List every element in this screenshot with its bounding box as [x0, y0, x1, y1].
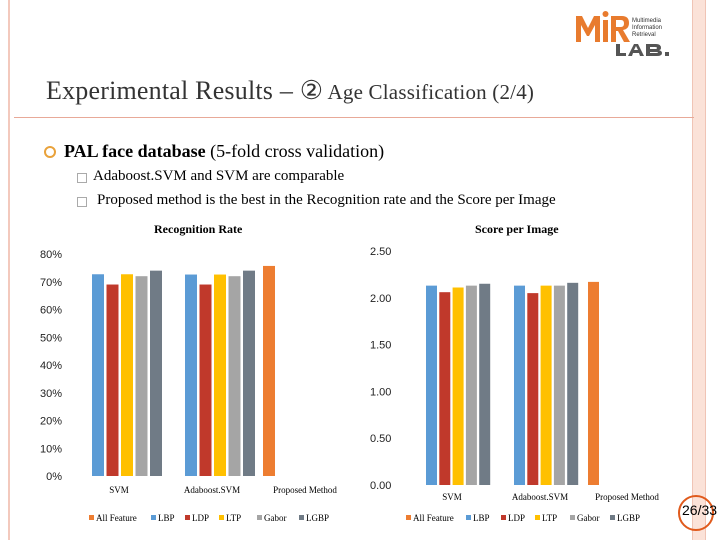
y-tick-label: 40% — [40, 360, 62, 372]
legend-swatch — [501, 515, 506, 520]
legend-swatch — [610, 515, 615, 520]
legend-swatch — [89, 515, 94, 520]
slide-frame-left — [8, 0, 10, 540]
legend-entry: LDP — [192, 513, 209, 523]
chart-title-recognition: Recognition Rate — [154, 222, 243, 236]
y-tick-label: 70% — [40, 277, 62, 289]
y-tick-label: 1.00 — [370, 386, 391, 398]
bar — [106, 284, 119, 476]
bar — [479, 283, 491, 485]
bar — [452, 287, 464, 485]
legend-entry: LBP — [158, 513, 175, 523]
legend-entry: LGBP — [617, 513, 640, 523]
page-number: 26/33 — [682, 502, 718, 518]
slide-title-main: Experimental Results – ② — [46, 76, 324, 105]
chart-title-score: Score per Image — [475, 222, 559, 236]
x-category-label: SVM — [442, 492, 462, 502]
legend-entry: All Feature — [96, 513, 137, 523]
legend-entry: LBP — [473, 513, 490, 523]
legend-swatch — [257, 515, 262, 520]
y-tick-label: 30% — [40, 388, 62, 400]
bar — [527, 293, 539, 485]
y-tick-label: 0.50 — [370, 433, 391, 445]
legend-entry: LGBP — [306, 513, 329, 523]
bar — [92, 274, 104, 476]
title-divider — [14, 117, 694, 118]
bar — [588, 281, 599, 485]
bar — [553, 285, 565, 485]
logo-text-line: Retrieval — [632, 32, 656, 38]
legend-entry: LDP — [508, 513, 525, 523]
bar — [199, 284, 212, 476]
legend-entry: All Feature — [413, 513, 454, 523]
main-bullet-bold: PAL face database — [64, 141, 206, 161]
slide-title: Experimental Results – ② Age Classificat… — [46, 76, 534, 106]
bar — [426, 285, 437, 485]
bar — [150, 270, 162, 476]
page-number-circle — [678, 495, 714, 531]
x-category-label: Adaboost.SVM — [512, 492, 568, 502]
y-tick-label: 2.00 — [370, 293, 391, 305]
bar — [228, 276, 241, 476]
legend-swatch — [466, 515, 471, 520]
sub-bullet: Proposed method is the best in the Recog… — [97, 192, 556, 208]
y-tick-label: 0% — [46, 471, 62, 483]
logo-text-line: Multimedia — [632, 18, 662, 24]
bar — [514, 285, 525, 485]
legend-entry: LTP — [226, 513, 241, 523]
main-bullet: PAL face database (5-fold cross validati… — [64, 141, 384, 162]
x-category-label: SVM — [109, 485, 129, 495]
bar — [214, 274, 226, 476]
y-tick-label: 2.50 — [370, 246, 391, 258]
bar — [243, 270, 255, 476]
y-tick-label: 20% — [40, 416, 62, 428]
mir-lab-logo: Multimedia Information Retrieval — [576, 11, 669, 56]
x-category-label: Proposed Method — [273, 485, 337, 495]
bar — [185, 274, 197, 476]
y-tick-label: 1.50 — [370, 340, 391, 352]
legend-swatch — [151, 515, 156, 520]
bullet-ring-icon — [44, 146, 56, 158]
legend-swatch — [535, 515, 540, 520]
legend-swatch — [299, 515, 304, 520]
main-bullet-rest: (5-fold cross validation) — [205, 141, 385, 161]
y-tick-label: 10% — [40, 443, 62, 455]
legend-swatch — [185, 515, 190, 520]
sub-bullet: Adaboost.SVM and SVM are comparable — [93, 168, 345, 184]
bar — [465, 285, 477, 485]
checkbox-bullet-icon — [77, 197, 87, 207]
checkbox-bullet-icon — [77, 173, 87, 183]
bar — [567, 282, 579, 485]
legend-entry: Gabor — [577, 513, 600, 523]
bar — [121, 274, 133, 476]
bar — [439, 292, 451, 485]
x-category-label: Adaboost.SVM — [184, 485, 240, 495]
y-tick-label: 80% — [40, 249, 62, 261]
legend-entry: Gabor — [264, 513, 287, 523]
y-tick-label: 60% — [40, 305, 62, 317]
logo-text-line: Information — [632, 25, 662, 31]
legend-swatch — [570, 515, 575, 520]
slide-frame-right — [692, 0, 706, 540]
legend-swatch — [219, 515, 224, 520]
y-tick-label: 0.00 — [370, 480, 391, 492]
bar — [540, 285, 552, 485]
legend-entry: LTP — [542, 513, 557, 523]
bar — [135, 276, 148, 476]
legend-swatch — [406, 515, 411, 520]
x-category-label: Proposed Method — [595, 492, 659, 502]
bar — [263, 265, 275, 476]
slide-title-sub: Age Classification (2/4) — [323, 80, 535, 104]
y-tick-label: 50% — [40, 332, 62, 344]
